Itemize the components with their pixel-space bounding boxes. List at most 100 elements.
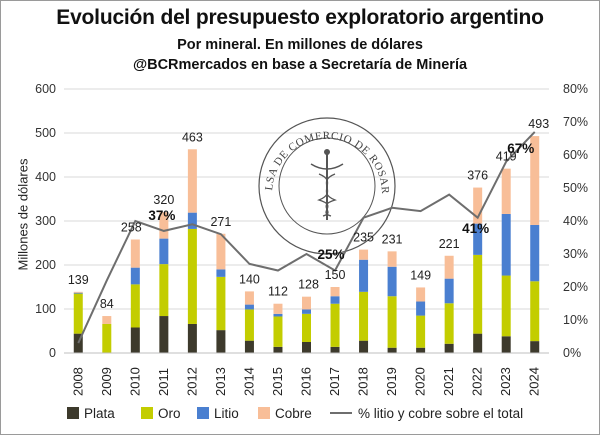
chart-title: Evolución del presupuesto exploratorio a…	[56, 6, 544, 29]
bar-total-label: 84	[100, 297, 114, 311]
bar-litio	[501, 213, 511, 276]
legend-swatch-litio	[197, 407, 209, 419]
legend-swatch-cobre	[258, 407, 270, 419]
x-tick-label: 2014	[241, 367, 256, 396]
legend-label: Cobre	[275, 406, 312, 421]
x-tick-label: 2011	[156, 368, 171, 396]
x-tick-label: 2012	[184, 367, 199, 396]
bar-oro	[530, 281, 540, 342]
bar-oro	[216, 276, 226, 331]
bar-total-label: 463	[182, 130, 203, 144]
seal-emblem-snake	[317, 173, 336, 217]
bar-oro	[130, 284, 140, 328]
bar-litio	[73, 292, 83, 294]
bar-litio	[273, 313, 283, 317]
bar-litio	[416, 301, 426, 316]
y2-tick-label: 50%	[563, 181, 588, 195]
x-tick-label: 2022	[470, 367, 485, 396]
bar-plata	[302, 342, 311, 353]
bar-litio	[159, 238, 169, 265]
bar-plata	[187, 323, 197, 353]
bar-cobre	[530, 136, 540, 225]
bar-total-label: 493	[528, 117, 549, 131]
bar-litio	[130, 267, 140, 285]
bar-plata	[416, 347, 426, 353]
bar-oro	[159, 264, 169, 317]
y2-tick-label: 0%	[563, 346, 581, 360]
bar-total-label: 140	[239, 272, 260, 286]
bar-cobre	[444, 255, 454, 279]
bar-plata	[501, 336, 511, 353]
chart-source: @BCRmercados en base a Secretaría de Min…	[132, 57, 468, 73]
bar-total-label: 419	[496, 150, 517, 164]
bar-oro	[244, 309, 254, 341]
x-tick-label: 2024	[527, 367, 542, 396]
bar-plata	[530, 341, 540, 353]
bar-plata	[444, 343, 454, 353]
bar-litio	[444, 278, 454, 304]
y-tick-label: 600	[35, 82, 56, 96]
y2-tick-label: 30%	[563, 247, 588, 261]
x-tick-label: 2017	[327, 367, 342, 396]
bar-total-label: 149	[410, 268, 431, 282]
bar-oro	[387, 296, 397, 348]
bar-total-label: 376	[467, 169, 488, 183]
bar-cobre	[102, 316, 112, 324]
bar-plata	[273, 346, 283, 353]
bar-cobre	[330, 287, 340, 297]
y2-tick-label: 20%	[563, 280, 588, 294]
bar-oro	[102, 323, 112, 353]
x-tick-label: 2013	[213, 367, 228, 396]
bar-oro	[473, 254, 483, 334]
bar-oro	[302, 313, 311, 342]
x-tick-label: 2016	[299, 367, 314, 396]
seal-emblem-wings	[310, 163, 344, 170]
bar-cobre	[273, 303, 283, 314]
y2-tick-label: 60%	[563, 148, 588, 162]
bar-plata	[73, 333, 83, 353]
y-tick-label: 300	[35, 214, 56, 228]
line-percent-label: 67%	[507, 141, 534, 156]
bar-oro	[359, 291, 369, 341]
bar-cobre	[216, 233, 226, 270]
seal-outer-ring	[258, 117, 396, 255]
bar-total-label: 139	[68, 273, 89, 287]
bar-cobre	[473, 187, 483, 224]
y-tick-label: 400	[35, 170, 56, 184]
legend-label: Litio	[214, 406, 239, 421]
legend-label: Plata	[84, 406, 115, 421]
y-tick-label: 0	[49, 346, 56, 360]
bar-cobre	[359, 249, 369, 260]
y2-tick-label: 10%	[563, 313, 588, 327]
line-percent-label: 25%	[318, 247, 345, 262]
x-tick-label: 2008	[70, 367, 85, 396]
bar-cobre	[387, 251, 397, 267]
bar-plata	[387, 347, 397, 353]
bar-plata	[244, 340, 254, 353]
legend-swatch-oro	[141, 407, 153, 419]
bar-litio	[187, 212, 197, 229]
bar-plata	[330, 346, 340, 353]
bar-oro	[416, 315, 426, 348]
bar-plata	[359, 340, 369, 353]
bar-litio	[530, 224, 540, 282]
bar-total-label: 320	[153, 193, 174, 207]
bar-cobre	[159, 212, 169, 239]
bar-plata	[130, 327, 140, 353]
x-tick-label: 2010	[127, 367, 142, 396]
bar-litio	[387, 266, 397, 297]
x-tick-label: 2018	[356, 367, 371, 396]
bar-litio	[359, 259, 369, 292]
x-tick-label: 2021	[441, 367, 456, 396]
bar-litio	[302, 309, 311, 314]
y-tick-label: 200	[35, 258, 56, 272]
line-percent-label: 37%	[148, 208, 175, 223]
y2-tick-label: 70%	[563, 115, 588, 129]
y-tick-label: 100	[35, 302, 56, 316]
legend-label: % litio y cobre sobre el total	[358, 406, 523, 421]
bar-total-label: 112	[268, 285, 288, 299]
bar-total-label: 235	[353, 231, 374, 245]
bar-litio	[330, 296, 340, 304]
